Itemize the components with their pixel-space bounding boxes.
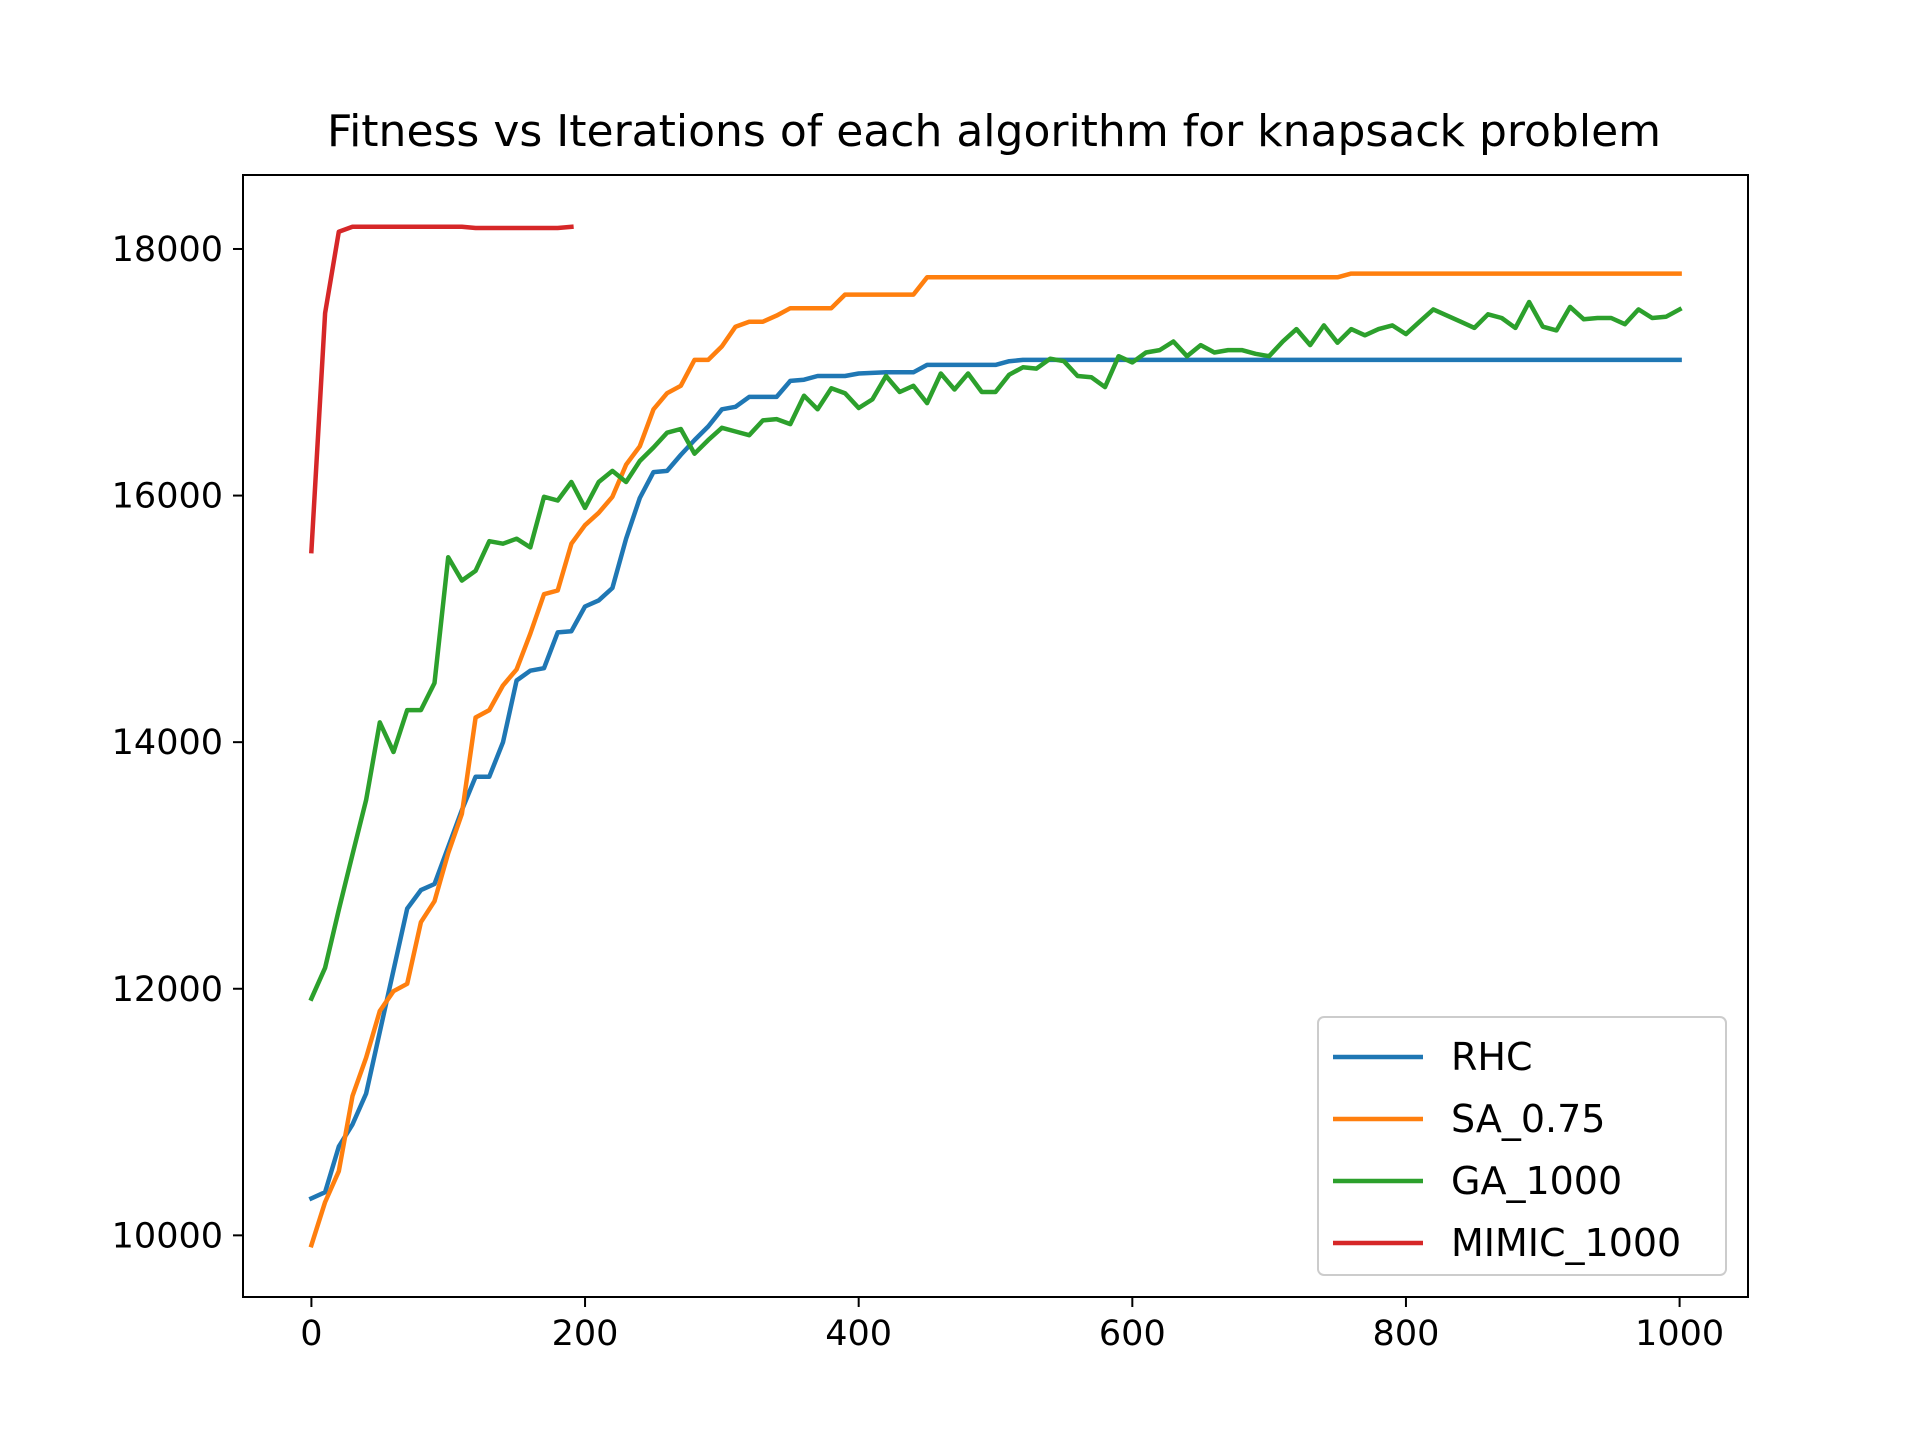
y-tick-label: 14000 bbox=[112, 723, 223, 763]
legend-item: GA_1000 bbox=[1333, 1159, 1622, 1203]
x-axis: 0 200 400 600 800 1000 bbox=[300, 1297, 1724, 1354]
y-tick-label: 12000 bbox=[112, 970, 223, 1010]
legend-label: GA_1000 bbox=[1451, 1159, 1622, 1203]
x-tick-label: 600 bbox=[1099, 1314, 1166, 1354]
legend-label: RHC bbox=[1451, 1035, 1533, 1079]
chart-title: Fitness vs Iterations of each algorithm … bbox=[327, 106, 1661, 157]
series-line-sa-0-75 bbox=[308, 271, 1682, 1249]
legend-label: SA_0.75 bbox=[1451, 1097, 1605, 1141]
y-tick-label: 16000 bbox=[112, 477, 223, 517]
x-tick-label: 800 bbox=[1373, 1314, 1440, 1354]
x-tick-label: 1000 bbox=[1635, 1314, 1724, 1354]
y-tick-label: 18000 bbox=[112, 230, 223, 270]
x-tick-label: 0 bbox=[300, 1314, 322, 1354]
legend-item: MIMIC_1000 bbox=[1333, 1221, 1681, 1265]
y-tick-label: 10000 bbox=[112, 1216, 223, 1256]
series-line-rhc bbox=[308, 357, 1682, 1202]
x-tick-label: 400 bbox=[825, 1314, 892, 1354]
legend-item: SA_0.75 bbox=[1333, 1097, 1605, 1141]
legend-label: MIMIC_1000 bbox=[1451, 1221, 1681, 1265]
series-layer bbox=[308, 224, 1683, 1249]
series-line-mimic-1000 bbox=[309, 224, 574, 554]
y-axis: 10000 12000 14000 16000 18000 bbox=[112, 230, 243, 1256]
legend-item: RHC bbox=[1333, 1035, 1533, 1079]
legend: RHC SA_0.75 GA_1000 MIMIC_1000 bbox=[1317, 1016, 1727, 1276]
series-line-ga-1000 bbox=[308, 299, 1683, 1002]
plot-frame bbox=[242, 174, 1749, 1298]
x-tick-label: 200 bbox=[552, 1314, 619, 1354]
legend-box bbox=[1317, 1016, 1727, 1276]
